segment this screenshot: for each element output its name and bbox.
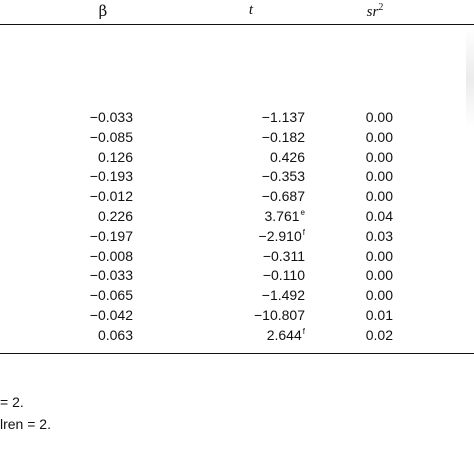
cell-sr2: 0.00 xyxy=(305,286,393,306)
cell-t-value: −10.807 xyxy=(254,306,305,323)
cell-beta-value: −0.012 xyxy=(89,188,133,205)
cell-beta: −0.012 xyxy=(0,187,133,207)
cell-sr2-value: 0.00 xyxy=(365,148,393,165)
column-header-beta: β xyxy=(98,2,108,20)
cell-t: 2.644f xyxy=(133,326,305,346)
cell-beta: 0.226 xyxy=(0,207,133,227)
cell-t-value: −1.492 xyxy=(261,287,305,304)
cell-beta-value: −0.008 xyxy=(89,247,133,264)
cell-beta: −0.065 xyxy=(0,286,133,306)
cell-sr2: 0.04 xyxy=(305,207,393,227)
cell-beta: −0.193 xyxy=(0,167,133,187)
cell-beta-value: 0.126 xyxy=(97,148,133,165)
cell-beta-value: −0.085 xyxy=(89,128,133,145)
cell-t: −10.807 xyxy=(133,306,305,326)
cell-sr2-value: 0.04 xyxy=(365,207,393,224)
table-row: −0.042 −10.807 0.01 xyxy=(0,306,393,326)
table-bottom-rule xyxy=(0,353,474,355)
cell-sr2: 0.00 xyxy=(305,128,393,148)
column-header-t: t xyxy=(248,2,254,18)
cell-sr2-value: 0.00 xyxy=(365,188,393,205)
cell-sr2: 0.00 xyxy=(305,148,393,168)
cell-beta: 0.063 xyxy=(0,326,133,346)
cell-beta: −0.033 xyxy=(0,108,133,128)
cell-beta-value: −0.033 xyxy=(89,267,133,284)
cell-t-value: −0.687 xyxy=(261,188,305,205)
cell-sr2-value: 0.00 xyxy=(365,267,393,284)
table-row: −0.012 −0.687 0.00 xyxy=(0,187,393,207)
cell-sr2-value: 0.00 xyxy=(365,287,393,304)
cell-t: 0.426 xyxy=(133,148,305,168)
footnote-marker: e xyxy=(300,207,305,217)
cell-t-value: 0.426 xyxy=(269,148,305,165)
cell-sr2: 0.00 xyxy=(305,108,393,128)
cell-beta: −0.042 xyxy=(0,306,133,326)
sr-label: sr xyxy=(366,4,379,20)
cell-sr2: 0.02 xyxy=(305,326,393,346)
cell-beta: 0.126 xyxy=(0,148,133,168)
cell-t: −0.182 xyxy=(133,128,305,148)
table-row: −0.193 −0.353 0.00 xyxy=(0,167,393,187)
table-row: 0.063 2.644f 0.02 xyxy=(0,326,393,346)
table-row: 0.226 3.761e 0.04 xyxy=(0,207,393,227)
table-row: −0.065 −1.492 0.00 xyxy=(0,286,393,306)
footnote-marker: f xyxy=(302,227,305,237)
cell-sr2-value: 0.00 xyxy=(365,128,393,145)
table-row: −0.033 −1.137 0.00 xyxy=(0,108,393,128)
cell-sr2: 0.00 xyxy=(305,247,393,267)
cell-beta: −0.033 xyxy=(0,266,133,286)
cell-t: −1.492 xyxy=(133,286,305,306)
cell-t-value: −0.311 xyxy=(262,247,305,264)
scan-shadow xyxy=(466,28,474,128)
header-rule xyxy=(0,24,474,25)
table-row: 0.126 0.426 0.00 xyxy=(0,148,393,168)
cell-beta-value: 0.226 xyxy=(97,207,133,224)
cell-t-value: −2.910 xyxy=(258,227,302,244)
cell-sr2-value: 0.00 xyxy=(365,247,393,264)
table-row: −0.085 −0.182 0.00 xyxy=(0,128,393,148)
cell-sr2-value: 0.01 xyxy=(365,306,393,323)
cell-sr2: 0.01 xyxy=(305,306,393,326)
cell-beta-value: −0.065 xyxy=(89,287,133,304)
footnote-line-1: = 2. xyxy=(0,394,24,410)
cell-sr2: 0.00 xyxy=(305,187,393,207)
footnote-line-2: lren = 2. xyxy=(0,416,51,432)
cell-t-value: −0.182 xyxy=(261,128,305,145)
cell-beta: −0.197 xyxy=(0,227,133,247)
cell-sr2-value: 0.02 xyxy=(365,326,393,343)
cell-sr2-value: 0.03 xyxy=(365,227,393,244)
cell-beta: −0.085 xyxy=(0,128,133,148)
cell-sr2: 0.00 xyxy=(305,167,393,187)
table-row: −0.033 −0.110 0.00 xyxy=(0,266,393,286)
results-table: −0.033 −1.137 0.00 −0.085 −0.182 0.00 0.126 0.4… xyxy=(0,108,393,346)
cell-t: −0.110 xyxy=(133,266,305,286)
table-row: −0.197 −2.910f 0.03 xyxy=(0,227,393,247)
table-row: −0.008 −0.311 0.00 xyxy=(0,247,393,267)
cell-sr2-value: 0.00 xyxy=(365,168,393,185)
cell-t: −0.687 xyxy=(133,187,305,207)
cell-sr2: 0.03 xyxy=(305,227,393,247)
cell-t-value: −1.137 xyxy=(261,109,305,125)
sr-power: 2 xyxy=(378,2,384,13)
footnote-marker: f xyxy=(302,326,305,336)
cell-sr2: 0.00 xyxy=(305,266,393,286)
cell-t: −1.137 xyxy=(133,108,305,128)
cell-t: 3.761e xyxy=(133,207,306,227)
cell-t-value: 2.644 xyxy=(266,326,302,343)
cell-beta-value: −0.193 xyxy=(89,168,133,185)
cell-sr2-value: 0.00 xyxy=(365,109,393,125)
cell-beta-value: −0.033 xyxy=(89,109,133,125)
cell-t-value: −0.353 xyxy=(261,168,305,185)
cell-t: −0.353 xyxy=(133,167,305,187)
cell-t-value: −0.110 xyxy=(262,267,305,284)
cell-beta-value: −0.197 xyxy=(89,227,133,244)
cell-beta-value: 0.063 xyxy=(97,326,133,343)
column-header-sr2: sr2 xyxy=(350,2,400,21)
cell-beta: −0.008 xyxy=(0,247,133,267)
cell-t: −2.910f xyxy=(133,227,305,247)
cell-t-value: 3.761 xyxy=(264,207,300,224)
cell-t: −0.311 xyxy=(133,247,305,267)
cell-beta-value: −0.042 xyxy=(89,306,133,323)
